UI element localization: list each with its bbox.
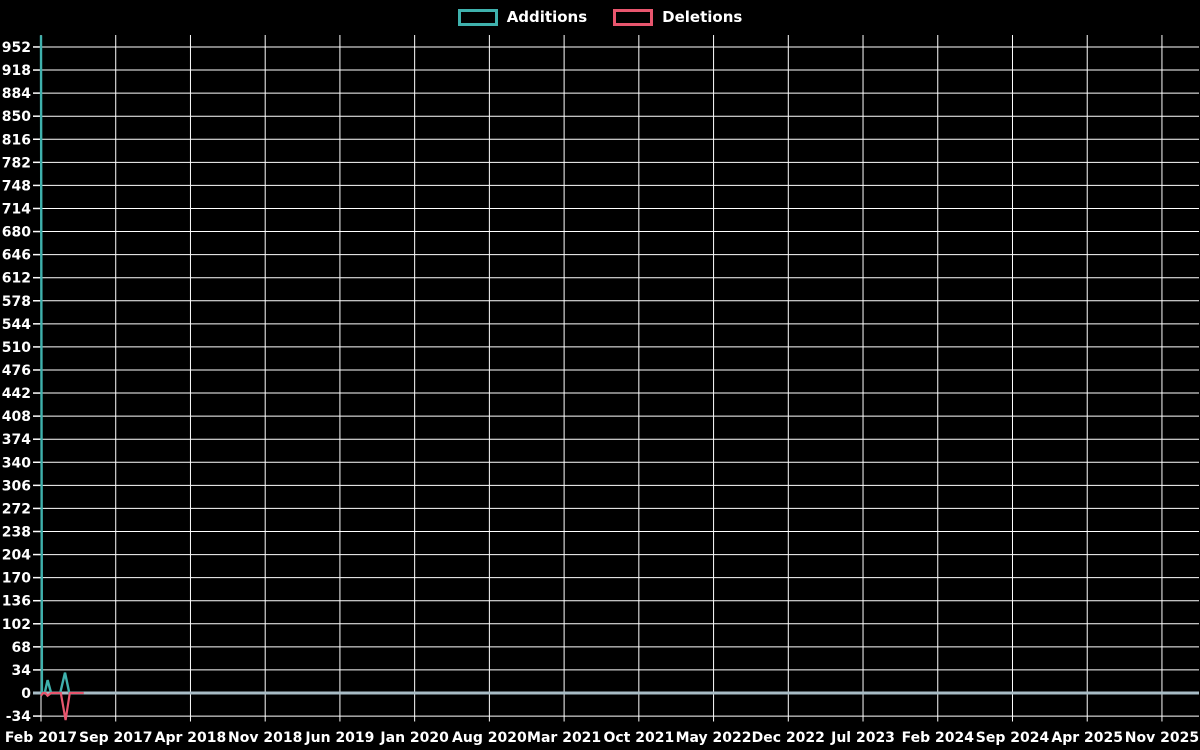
y-tick-label: -34 xyxy=(6,709,32,725)
y-tick-label: 170 xyxy=(2,571,31,587)
y-tick-label: 306 xyxy=(2,478,31,494)
x-tick-label: Jan 2020 xyxy=(379,730,449,746)
chart-legend: Additions Deletions xyxy=(0,7,1200,27)
y-tick-label: 0 xyxy=(21,686,31,702)
y-tick-label: 442 xyxy=(2,386,31,402)
y-tick-label: 102 xyxy=(2,617,31,633)
y-tick-label: 612 xyxy=(2,271,31,287)
y-tick-label: 714 xyxy=(2,201,31,217)
y-tick-label: 272 xyxy=(2,501,31,517)
y-tick-label: 68 xyxy=(12,640,31,656)
y-tick-label: 136 xyxy=(2,594,31,610)
y-tick-label: 918 xyxy=(2,63,31,79)
x-tick-label: Dec 2022 xyxy=(752,730,825,746)
y-tick-label: 204 xyxy=(2,548,31,564)
y-tick-label: 510 xyxy=(2,340,31,356)
legend-item-deletions[interactable]: Deletions xyxy=(613,7,742,27)
y-tick-label: 578 xyxy=(2,294,31,310)
y-tick-label: 408 xyxy=(2,409,31,425)
legend-label-deletions: Deletions xyxy=(662,8,743,26)
legend-item-additions[interactable]: Additions xyxy=(457,7,588,27)
x-tick-label: May 2022 xyxy=(676,730,752,746)
y-tick-label: 374 xyxy=(2,432,31,448)
y-tick-label: 544 xyxy=(2,317,31,333)
x-tick-label: Feb 2024 xyxy=(902,730,975,746)
x-tick-label: Nov 2018 xyxy=(228,730,302,746)
x-tick-label: Nov 2025 xyxy=(1125,730,1199,746)
y-tick-label: 476 xyxy=(2,363,31,379)
y-tick-label: 646 xyxy=(2,248,31,264)
x-tick-label: Aug 2020 xyxy=(452,730,527,746)
x-tick-label: Sep 2017 xyxy=(79,730,152,746)
additions-swatch-icon xyxy=(457,8,498,26)
x-tick-label: Apr 2018 xyxy=(155,730,227,746)
y-tick-label: 340 xyxy=(2,455,31,471)
y-tick-label: 816 xyxy=(2,132,31,148)
x-tick-label: Feb 2017 xyxy=(5,730,77,746)
y-tick-label: 782 xyxy=(2,155,31,171)
y-tick-label: 850 xyxy=(2,109,31,125)
series-line-additions xyxy=(39,35,84,695)
x-tick-label: Jul 2023 xyxy=(830,730,895,746)
x-tick-label: Sep 2024 xyxy=(976,730,1050,746)
deletions-swatch-icon xyxy=(613,8,654,26)
y-tick-label: 952 xyxy=(2,40,31,56)
y-tick-label: 884 xyxy=(2,86,31,102)
y-tick-label: 680 xyxy=(2,225,31,241)
x-tick-label: Jun 2019 xyxy=(304,730,374,746)
x-tick-label: Mar 2021 xyxy=(527,730,601,746)
series-line-deletions xyxy=(40,691,84,721)
y-tick-label: 34 xyxy=(12,663,32,679)
x-tick-label: Apr 2025 xyxy=(1051,730,1123,746)
y-tick-label: 238 xyxy=(2,524,31,540)
y-tick-label: 748 xyxy=(2,178,31,194)
x-tick-label: Oct 2021 xyxy=(603,730,674,746)
legend-label-additions: Additions xyxy=(506,8,588,26)
